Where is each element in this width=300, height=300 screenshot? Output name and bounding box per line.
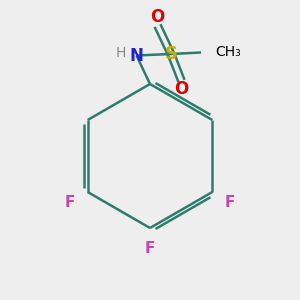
Text: S: S <box>164 45 178 63</box>
Text: H: H <box>116 46 126 60</box>
Text: F: F <box>145 241 155 256</box>
Text: N: N <box>130 46 143 64</box>
Text: F: F <box>225 195 235 210</box>
Text: CH₃: CH₃ <box>215 46 241 59</box>
Text: O: O <box>150 8 165 26</box>
Text: F: F <box>65 195 75 210</box>
Text: O: O <box>174 80 189 98</box>
